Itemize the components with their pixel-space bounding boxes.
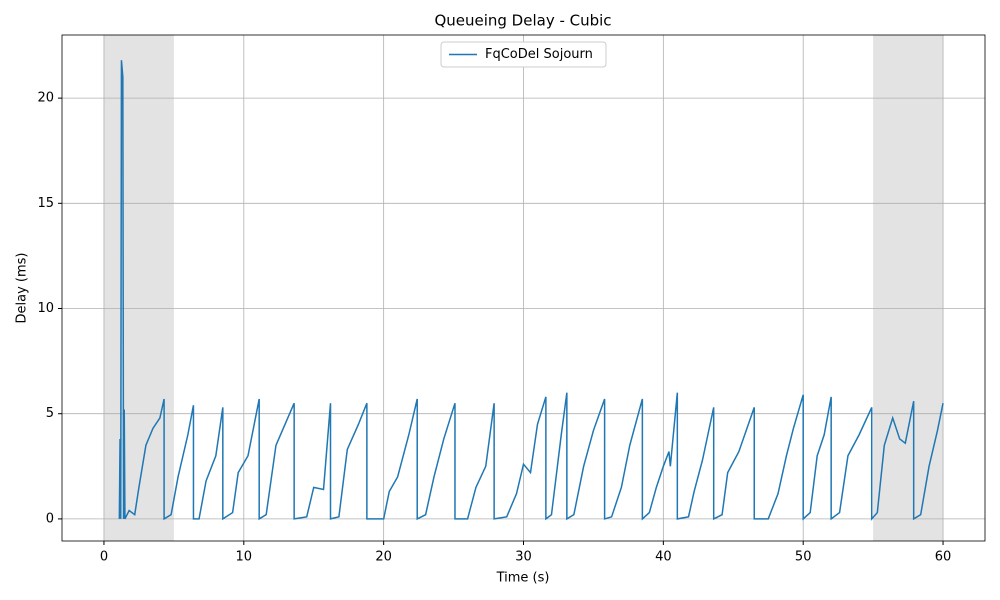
legend-box xyxy=(440,41,607,68)
x-tick-label: 10 xyxy=(236,550,253,565)
shaded-span xyxy=(873,35,944,541)
y-tick-label: 0 xyxy=(46,511,54,526)
legend-label: FqCoDel Sojourn xyxy=(485,47,593,62)
x-tick-label: 0 xyxy=(100,550,108,565)
y-tick-label: 5 xyxy=(46,406,54,421)
x-tick-label: 40 xyxy=(655,550,672,565)
x-tick-label: 60 xyxy=(935,550,952,565)
chart-title: Queueing Delay - Cubic xyxy=(434,12,611,30)
shaded-span xyxy=(103,35,174,541)
x-axis-label: Time (s) xyxy=(496,571,550,586)
plot-frame xyxy=(61,34,986,542)
x-tick-label: 20 xyxy=(375,550,392,565)
x-tick-label: 30 xyxy=(515,550,532,565)
y-axis-label: Delay (ms) xyxy=(15,253,30,324)
data-line xyxy=(118,60,944,521)
y-tick-label: 10 xyxy=(37,301,54,316)
y-tick-label: 20 xyxy=(37,91,54,106)
legend: FqCoDel Sojourn xyxy=(440,41,607,68)
y-tick-label: 15 xyxy=(37,196,54,211)
x-tick-label: 50 xyxy=(795,550,812,565)
